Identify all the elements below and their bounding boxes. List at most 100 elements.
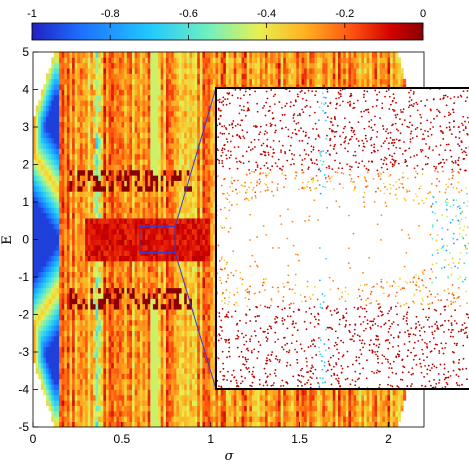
heatmap-cell	[124, 127, 128, 133]
heatmap-cell	[173, 52, 177, 58]
heatmap-cell	[48, 143, 52, 149]
heatmap-cell	[189, 341, 193, 348]
heatmap-cell	[205, 202, 209, 208]
heatmap-cell	[87, 180, 91, 187]
heatmap-cell	[165, 228, 169, 235]
heatmap-cell	[92, 153, 96, 160]
heatmap-cell	[126, 191, 130, 198]
heatmap-cell	[51, 180, 55, 187]
heatmap-cell	[124, 212, 128, 219]
heatmap-cell	[197, 94, 201, 101]
heatmap-cell	[212, 357, 216, 364]
heatmap-cell	[98, 68, 102, 74]
heatmap-cell	[173, 325, 177, 331]
heatmap-cell	[163, 341, 167, 348]
heatmap-cell	[95, 330, 99, 337]
heatmap-cell	[186, 378, 190, 385]
heatmap-cell	[92, 180, 96, 187]
heatmap-cell	[64, 330, 68, 337]
heatmap-cell	[69, 218, 73, 224]
heatmap-cell	[186, 202, 190, 208]
heatmap-cell	[192, 196, 196, 203]
heatmap-cell	[171, 319, 175, 326]
heatmap-cell	[43, 260, 47, 267]
heatmap-cell	[186, 314, 190, 321]
heatmap-cell	[116, 400, 120, 406]
heatmap-cell	[186, 94, 190, 101]
heatmap-cell	[59, 378, 63, 385]
heatmap-cell	[43, 287, 47, 294]
heatmap-cell	[165, 405, 169, 412]
heatmap-cell	[46, 325, 50, 331]
heatmap-cell	[189, 368, 193, 374]
heatmap-cell	[69, 410, 73, 417]
heatmap-cell	[205, 287, 209, 294]
heatmap-cell	[137, 298, 141, 305]
heatmap-cell	[85, 384, 89, 390]
heatmap-cell	[145, 84, 149, 90]
heatmap-cell	[132, 303, 136, 310]
heatmap-cell	[77, 218, 81, 224]
heatmap-cell	[158, 185, 162, 192]
heatmap-cell	[105, 185, 109, 192]
heatmap-cell	[56, 84, 60, 90]
heatmap-cell	[59, 309, 63, 315]
heatmap-cell	[121, 266, 125, 273]
heatmap-cell	[194, 368, 198, 374]
heatmap-cell	[103, 159, 107, 165]
heatmap-cell	[181, 352, 185, 358]
heatmap-cell	[113, 110, 117, 117]
heatmap-cell	[51, 341, 55, 348]
heatmap-cell	[139, 405, 143, 412]
heatmap-cell	[100, 260, 104, 267]
heatmap-cell	[82, 89, 86, 96]
heatmap-cell	[210, 62, 214, 69]
heatmap-cell	[137, 282, 141, 289]
heatmap-cell	[85, 94, 89, 101]
heatmap-cell	[35, 282, 39, 289]
heatmap-cell	[142, 271, 146, 278]
heatmap-cell	[113, 62, 117, 69]
heatmap-cell	[74, 389, 78, 396]
heatmap-cell	[98, 368, 102, 374]
heatmap-cell	[64, 378, 68, 385]
heatmap-cell	[132, 212, 136, 219]
heatmap-cell	[163, 314, 167, 321]
heatmap-cell	[194, 169, 198, 176]
heatmap-cell	[163, 153, 167, 160]
heatmap-cell	[40, 303, 44, 310]
heatmap-cell	[160, 394, 164, 401]
heatmap-cell	[53, 346, 57, 353]
heatmap-cell	[98, 266, 102, 273]
heatmap-cell	[163, 394, 167, 401]
heatmap-cell	[171, 293, 175, 299]
heatmap-cell	[72, 223, 76, 230]
heatmap-cell	[103, 137, 107, 144]
heatmap-cell	[178, 148, 182, 155]
heatmap-cell	[194, 100, 198, 106]
heatmap-cell	[103, 266, 107, 273]
heatmap-cell	[129, 78, 133, 85]
heatmap-cell	[163, 84, 167, 90]
heatmap-cell	[137, 389, 141, 396]
heatmap-cell	[142, 218, 146, 224]
heatmap-cell	[95, 223, 99, 230]
heatmap-cell	[113, 319, 117, 326]
heatmap-cell	[142, 325, 146, 331]
heatmap-cell	[150, 180, 154, 187]
heatmap-cell	[152, 266, 156, 273]
heatmap-cell	[205, 303, 209, 310]
heatmap-cell	[202, 400, 206, 406]
heatmap-cell	[59, 52, 63, 58]
heatmap-cell	[85, 159, 89, 165]
heatmap-cell	[145, 352, 149, 358]
heatmap-cell	[145, 239, 149, 246]
heatmap-cell	[90, 132, 94, 139]
heatmap-cell	[155, 52, 159, 58]
heatmap-cell	[40, 266, 44, 273]
heatmap-cell	[46, 196, 50, 203]
heatmap-cell	[51, 260, 55, 267]
heatmap-cell	[139, 373, 143, 380]
heatmap-cell	[92, 394, 96, 401]
heatmap-cell	[165, 143, 169, 149]
